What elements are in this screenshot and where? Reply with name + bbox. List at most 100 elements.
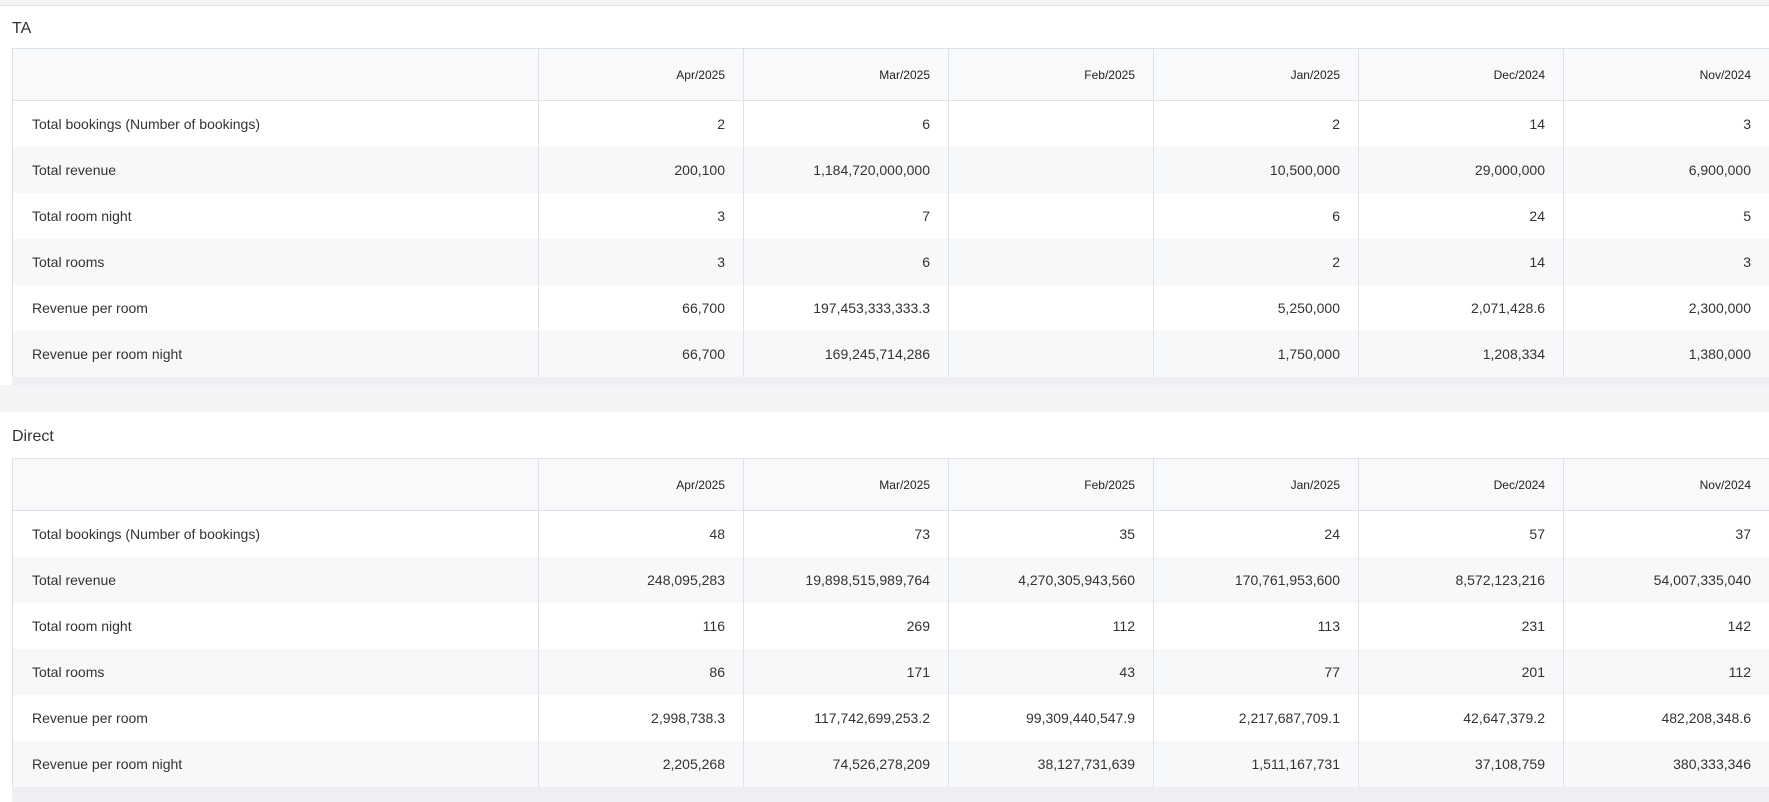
value-cell	[948, 146, 1154, 193]
value-cell: 2	[538, 100, 744, 147]
value-cell: 3	[538, 238, 744, 285]
value-cell: 57	[1358, 510, 1564, 557]
value-cell: 35	[948, 510, 1154, 557]
row-label: Revenue per room	[12, 694, 539, 741]
row-label: Total revenue	[12, 556, 539, 603]
value-cell: 43	[948, 648, 1154, 695]
table-row: Total rooms 86 171 43 77 201 112	[12, 648, 1769, 695]
value-cell: 37	[1563, 510, 1769, 557]
value-cell: 42,647,379.2	[1358, 694, 1564, 741]
header-cell-month: Nov/2024	[1563, 48, 1769, 101]
section-title: TA	[12, 20, 32, 37]
value-cell: 5	[1563, 192, 1769, 239]
section-ta: TA Apr/2025 Mar/2025 Feb/2025 Jan/2025 D…	[0, 6, 1769, 385]
value-cell: 2,071,428.6	[1358, 284, 1564, 331]
table-row: Total revenue 248,095,283 19,898,515,989,7…	[12, 556, 1769, 603]
value-cell: 117,742,699,253.2	[743, 694, 949, 741]
table-row: Revenue per room night 2,205,268 74,526,27…	[12, 740, 1769, 787]
value-cell: 86	[538, 648, 744, 695]
row-label: Revenue per room night	[12, 330, 539, 377]
header-cell-month: Nov/2024	[1563, 458, 1769, 511]
value-cell: 99,309,440,547.9	[948, 694, 1154, 741]
table-row: Total bookings (Number of bookings) 2 6 2 14…	[12, 100, 1769, 147]
row-label: Total rooms	[12, 648, 539, 695]
header-cell-metric	[12, 48, 539, 101]
table-row: Total bookings (Number of bookings) 48 73 3…	[12, 510, 1769, 557]
value-cell: 142	[1563, 602, 1769, 649]
value-cell: 19,898,515,989,764	[743, 556, 949, 603]
table-row: Revenue per room night 66,700 169,245,714,…	[12, 330, 1769, 377]
value-cell: 248,095,283	[538, 556, 744, 603]
value-cell: 29,000,000	[1358, 146, 1564, 193]
section-direct: Direct Apr/2025 Mar/2025 Feb/2025 Jan/20…	[0, 412, 1769, 802]
header-cell-month: Apr/2025	[538, 458, 744, 511]
header-cell-month: Dec/2024	[1358, 48, 1564, 101]
header-cell-month: Jan/2025	[1153, 48, 1359, 101]
value-cell: 24	[1358, 192, 1564, 239]
value-cell: 1,380,000	[1563, 330, 1769, 377]
value-cell	[948, 238, 1154, 285]
table-row: Total rooms 3 6 2 14 3	[12, 238, 1769, 285]
value-cell: 169,245,714,286	[743, 330, 949, 377]
value-cell: 66,700	[538, 330, 744, 377]
value-cell	[948, 284, 1154, 331]
value-cell: 2	[1153, 238, 1359, 285]
header-cell-month: Jan/2025	[1153, 458, 1359, 511]
value-cell: 2,998,738.3	[538, 694, 744, 741]
value-cell: 3	[1563, 100, 1769, 147]
value-cell: 73	[743, 510, 949, 557]
report-table: Apr/2025 Mar/2025 Feb/2025 Jan/2025 Dec/…	[12, 48, 1769, 377]
value-cell: 2,205,268	[538, 740, 744, 787]
header-cell-month: Feb/2025	[948, 458, 1154, 511]
value-cell: 74,526,278,209	[743, 740, 949, 787]
value-cell: 3	[1563, 238, 1769, 285]
row-label: Total room night	[12, 192, 539, 239]
value-cell: 170,761,953,600	[1153, 556, 1359, 603]
table-header-row: Apr/2025 Mar/2025 Feb/2025 Jan/2025 Dec/…	[12, 48, 1769, 101]
value-cell: 8,572,123,216	[1358, 556, 1564, 603]
table-row: Revenue per room 66,700 197,453,333,333.3 5…	[12, 284, 1769, 331]
table-row: Total room night 3 7 6 24 5	[12, 192, 1769, 239]
report-table: Apr/2025 Mar/2025 Feb/2025 Jan/2025 Dec/…	[12, 458, 1769, 787]
value-cell: 7	[743, 192, 949, 239]
value-cell: 3	[538, 192, 744, 239]
value-cell: 269	[743, 602, 949, 649]
value-cell: 197,453,333,333.3	[743, 284, 949, 331]
value-cell: 1,750,000	[1153, 330, 1359, 377]
value-cell: 482,208,348.6	[1563, 694, 1769, 741]
value-cell	[948, 100, 1154, 147]
value-cell: 66,700	[538, 284, 744, 331]
value-cell: 5,250,000	[1153, 284, 1359, 331]
value-cell: 48	[538, 510, 744, 557]
report-table-container: Apr/2025 Mar/2025 Feb/2025 Jan/2025 Dec/…	[12, 458, 1769, 802]
value-cell: 10,500,000	[1153, 146, 1359, 193]
value-cell: 1,208,334	[1358, 330, 1564, 377]
section-title: Direct	[12, 428, 54, 445]
value-cell: 37,108,759	[1358, 740, 1564, 787]
row-label: Total revenue	[12, 146, 539, 193]
value-cell: 4,270,305,943,560	[948, 556, 1154, 603]
value-cell	[948, 330, 1154, 377]
value-cell: 171	[743, 648, 949, 695]
value-cell: 380,333,346	[1563, 740, 1769, 787]
value-cell: 6	[743, 238, 949, 285]
header-cell-month: Mar/2025	[743, 458, 949, 511]
header-cell-month: Mar/2025	[743, 48, 949, 101]
row-label: Total bookings (Number of bookings)	[12, 100, 539, 147]
table-row: Revenue per room 2,998,738.3 117,742,699,2…	[12, 694, 1769, 741]
value-cell: 54,007,335,040	[1563, 556, 1769, 603]
row-label: Total rooms	[12, 238, 539, 285]
value-cell: 201	[1358, 648, 1564, 695]
table-row: Total revenue 200,100 1,184,720,000,000 10,…	[12, 146, 1769, 193]
value-cell: 2,300,000	[1563, 284, 1769, 331]
value-cell: 14	[1358, 100, 1564, 147]
row-label: Revenue per room	[12, 284, 539, 331]
value-cell	[948, 192, 1154, 239]
value-cell: 6,900,000	[1563, 146, 1769, 193]
value-cell: 116	[538, 602, 744, 649]
header-cell-month: Dec/2024	[1358, 458, 1564, 511]
row-label: Revenue per room night	[12, 740, 539, 787]
value-cell: 14	[1358, 238, 1564, 285]
table-header-row: Apr/2025 Mar/2025 Feb/2025 Jan/2025 Dec/…	[12, 458, 1769, 511]
row-label: Total bookings (Number of bookings)	[12, 510, 539, 557]
